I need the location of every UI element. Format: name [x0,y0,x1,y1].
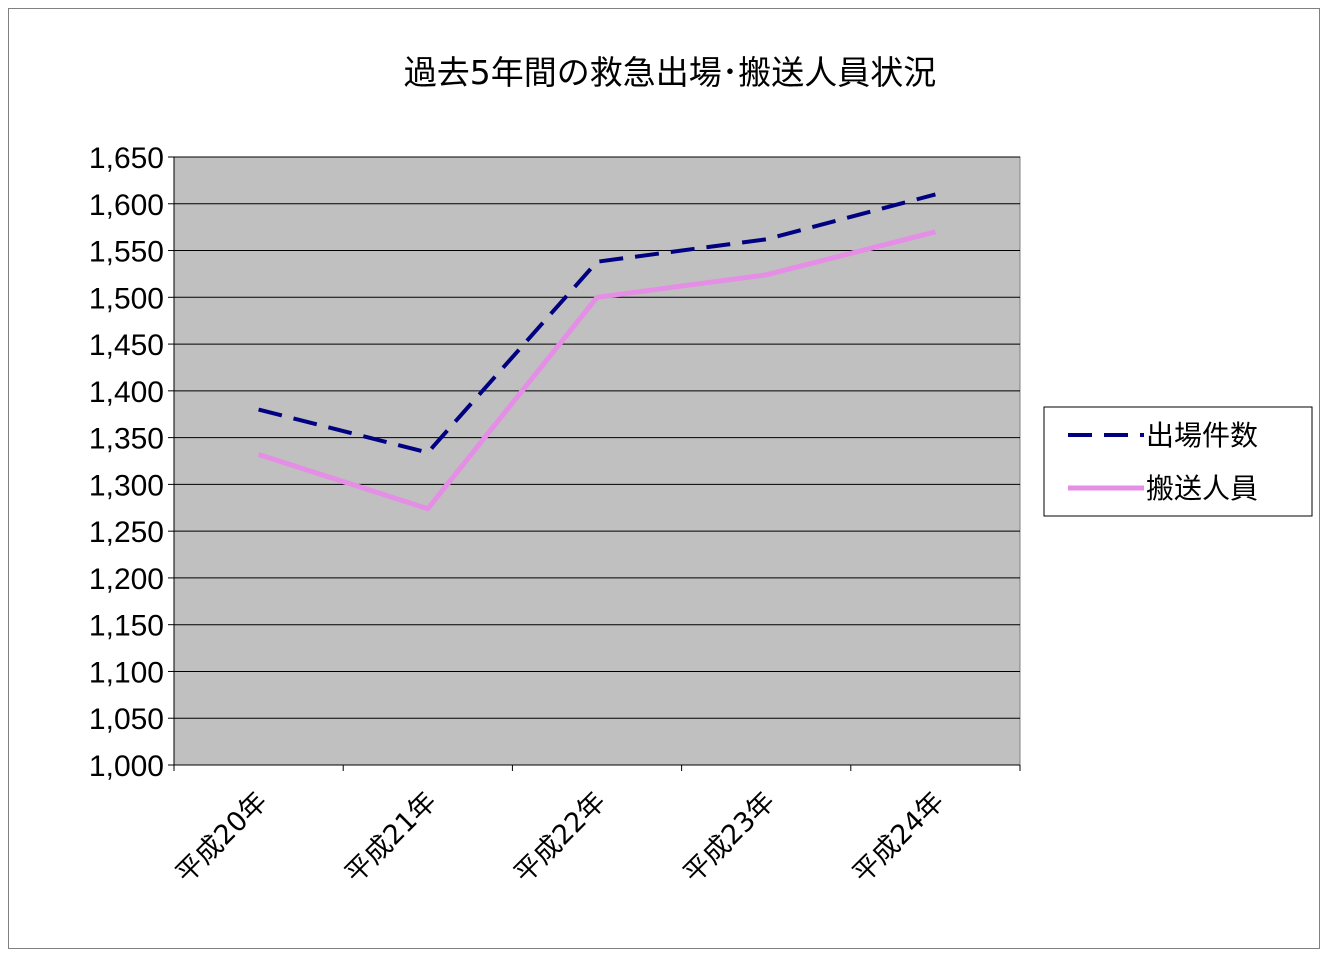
y-tick-label: 1,400 [89,376,164,409]
y-tick-label: 1,350 [89,423,164,456]
x-tick-label: 平成20年 [170,786,273,889]
x-tick-label: 平成24年 [847,786,950,889]
legend-label-transported: 搬送人員 [1146,472,1258,505]
y-tick-label: 1,650 [89,142,164,175]
x-tick-label: 平成23年 [678,786,781,889]
axes [168,156,1021,771]
plot-area [173,156,1021,766]
x-tick-label: 平成22年 [508,786,611,889]
y-tick-label: 1,200 [89,563,164,596]
series-lines [257,192,937,512]
y-tick-label: 1,250 [89,516,164,549]
y-tick-label: 1,500 [89,282,164,315]
y-tick-label: 1,450 [89,329,164,362]
x-tick-label: 平成21年 [339,786,442,889]
y-tick-label: 1,050 [89,703,164,736]
legend: 出場件数 搬送人員 [1043,406,1313,517]
series-line-transported [257,229,937,512]
y-axis-tick-labels: 1,000 1,050 1,100 1,150 1,200 1,250 1,300 1,350… [89,142,164,783]
legend-box [1043,406,1313,517]
y-tick-label: 1,300 [89,469,164,502]
y-tick-label: 1,600 [89,189,164,222]
series-line-dispatch [258,192,936,455]
x-axis-tick-labels: 平成20年 平成21年 平成22年 平成23年 平成24年 [170,786,950,889]
y-tick-label: 1,150 [89,610,164,643]
y-tick-label: 1,100 [89,656,164,689]
legend-label-dispatch: 出場件数 [1146,419,1258,452]
chart-title: 過去5年間の救急出場･搬送人員状況 [404,53,937,92]
y-tick-label: 1,000 [89,750,164,783]
y-tick-label: 1,550 [89,236,164,269]
